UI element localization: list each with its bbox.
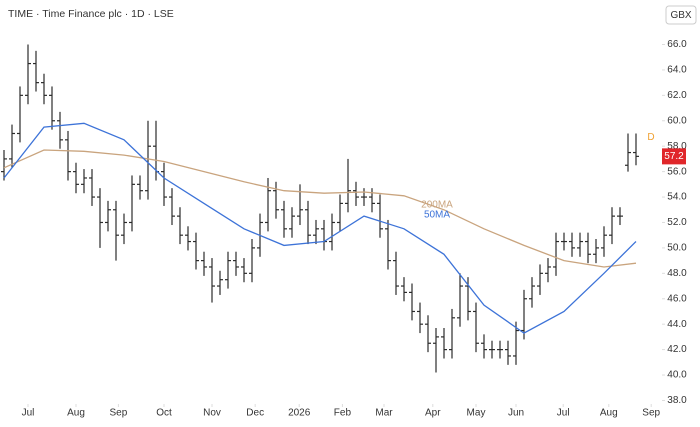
y-tick-label: 58.0 bbox=[667, 141, 687, 152]
x-tick-label: Sep bbox=[110, 408, 128, 419]
y-tick-label: 62.0 bbox=[667, 90, 687, 101]
currency[interactable]: GBX bbox=[670, 10, 691, 21]
x-tick-label: Aug bbox=[600, 408, 618, 419]
currency-box[interactable] bbox=[665, 5, 697, 25]
y-tick-label: 60.0 bbox=[667, 115, 687, 126]
x-tick-label: 2026 bbox=[288, 408, 311, 419]
y-tick-label: 50.0 bbox=[667, 243, 687, 254]
x-tick-label: Jun bbox=[508, 408, 524, 419]
y-tick-label: 46.0 bbox=[667, 293, 687, 304]
x-tick-label: Sep bbox=[642, 408, 660, 419]
ma-label: 50MA bbox=[424, 210, 450, 221]
y-tick-label: 38.0 bbox=[667, 395, 687, 406]
y-tick-label: 40.0 bbox=[667, 370, 687, 381]
y-tick-label: 42.0 bbox=[667, 344, 687, 355]
price-label-box bbox=[662, 148, 686, 165]
ma-line bbox=[3, 122, 637, 334]
y-tick-label: 64.0 bbox=[667, 65, 687, 76]
x-tick-label: Apr bbox=[425, 408, 441, 419]
x-tick-label: Feb bbox=[334, 408, 352, 419]
x-tick-label: Oct bbox=[156, 408, 172, 419]
y-tick-label: 48.0 bbox=[667, 268, 687, 279]
price-label: 57.2 bbox=[664, 151, 684, 162]
x-tick-label: Jul bbox=[22, 408, 35, 419]
y-tick-label: 52.0 bbox=[667, 217, 687, 228]
x-tick-label: Dec bbox=[246, 408, 264, 419]
x-tick-label: May bbox=[467, 408, 486, 419]
x-tick-label: Mar bbox=[375, 408, 393, 419]
dividend-marker[interactable]: D bbox=[647, 132, 654, 143]
y-tick-label: 66.0 bbox=[667, 39, 687, 50]
ma-line bbox=[3, 149, 637, 268]
x-tick-label: Jul bbox=[557, 408, 570, 419]
x-tick-label: Nov bbox=[203, 408, 221, 419]
y-tick-label: 54.0 bbox=[667, 192, 687, 203]
chart-title: TIME · Time Finance plc · 1D · LSE bbox=[8, 8, 174, 20]
y-tick-label: 56.0 bbox=[667, 166, 687, 177]
y-tick-label: 44.0 bbox=[667, 319, 687, 330]
ma-label: 200MA bbox=[421, 200, 453, 211]
x-tick-label: Aug bbox=[67, 408, 85, 419]
